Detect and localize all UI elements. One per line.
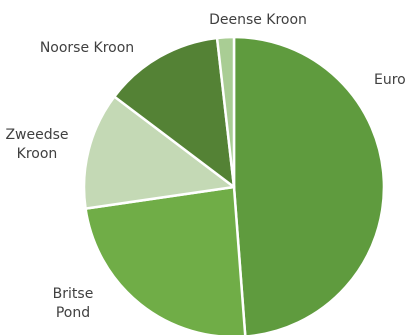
pie-slice-noorse-kroon [113,36,236,189]
pie-slice-euro [232,35,386,335]
pie-slice-zweedse-kroon [82,95,236,210]
pie-slices [82,35,386,335]
slice-label-zweedse-kroon: Zweedse Kroon [5,127,68,162]
slice-label-euro: Euro [374,72,406,88]
slice-label-line: Kroon [17,146,58,162]
slice-label-britse-pond: Britse Pond [53,286,94,321]
pie-slice-britse-pond [84,185,247,335]
pie-labels: Euro Britse Pond Zweedse Kroon Noorse Kroon De… [5,12,405,321]
slice-label-line: Pond [56,305,90,321]
slice-label-noorse-kroon: Noorse Kroon [40,40,134,56]
slice-label-line: Noorse Kroon [40,40,134,56]
slice-label-line: Euro [374,72,406,88]
slice-label-line: Deense Kroon [209,12,307,28]
pie-slice-deense-kroon [215,35,236,189]
slice-label-line: Britse [53,286,94,302]
slice-label-line: Zweedse [5,127,68,143]
slice-label-deense-kroon: Deense Kroon [209,12,307,28]
